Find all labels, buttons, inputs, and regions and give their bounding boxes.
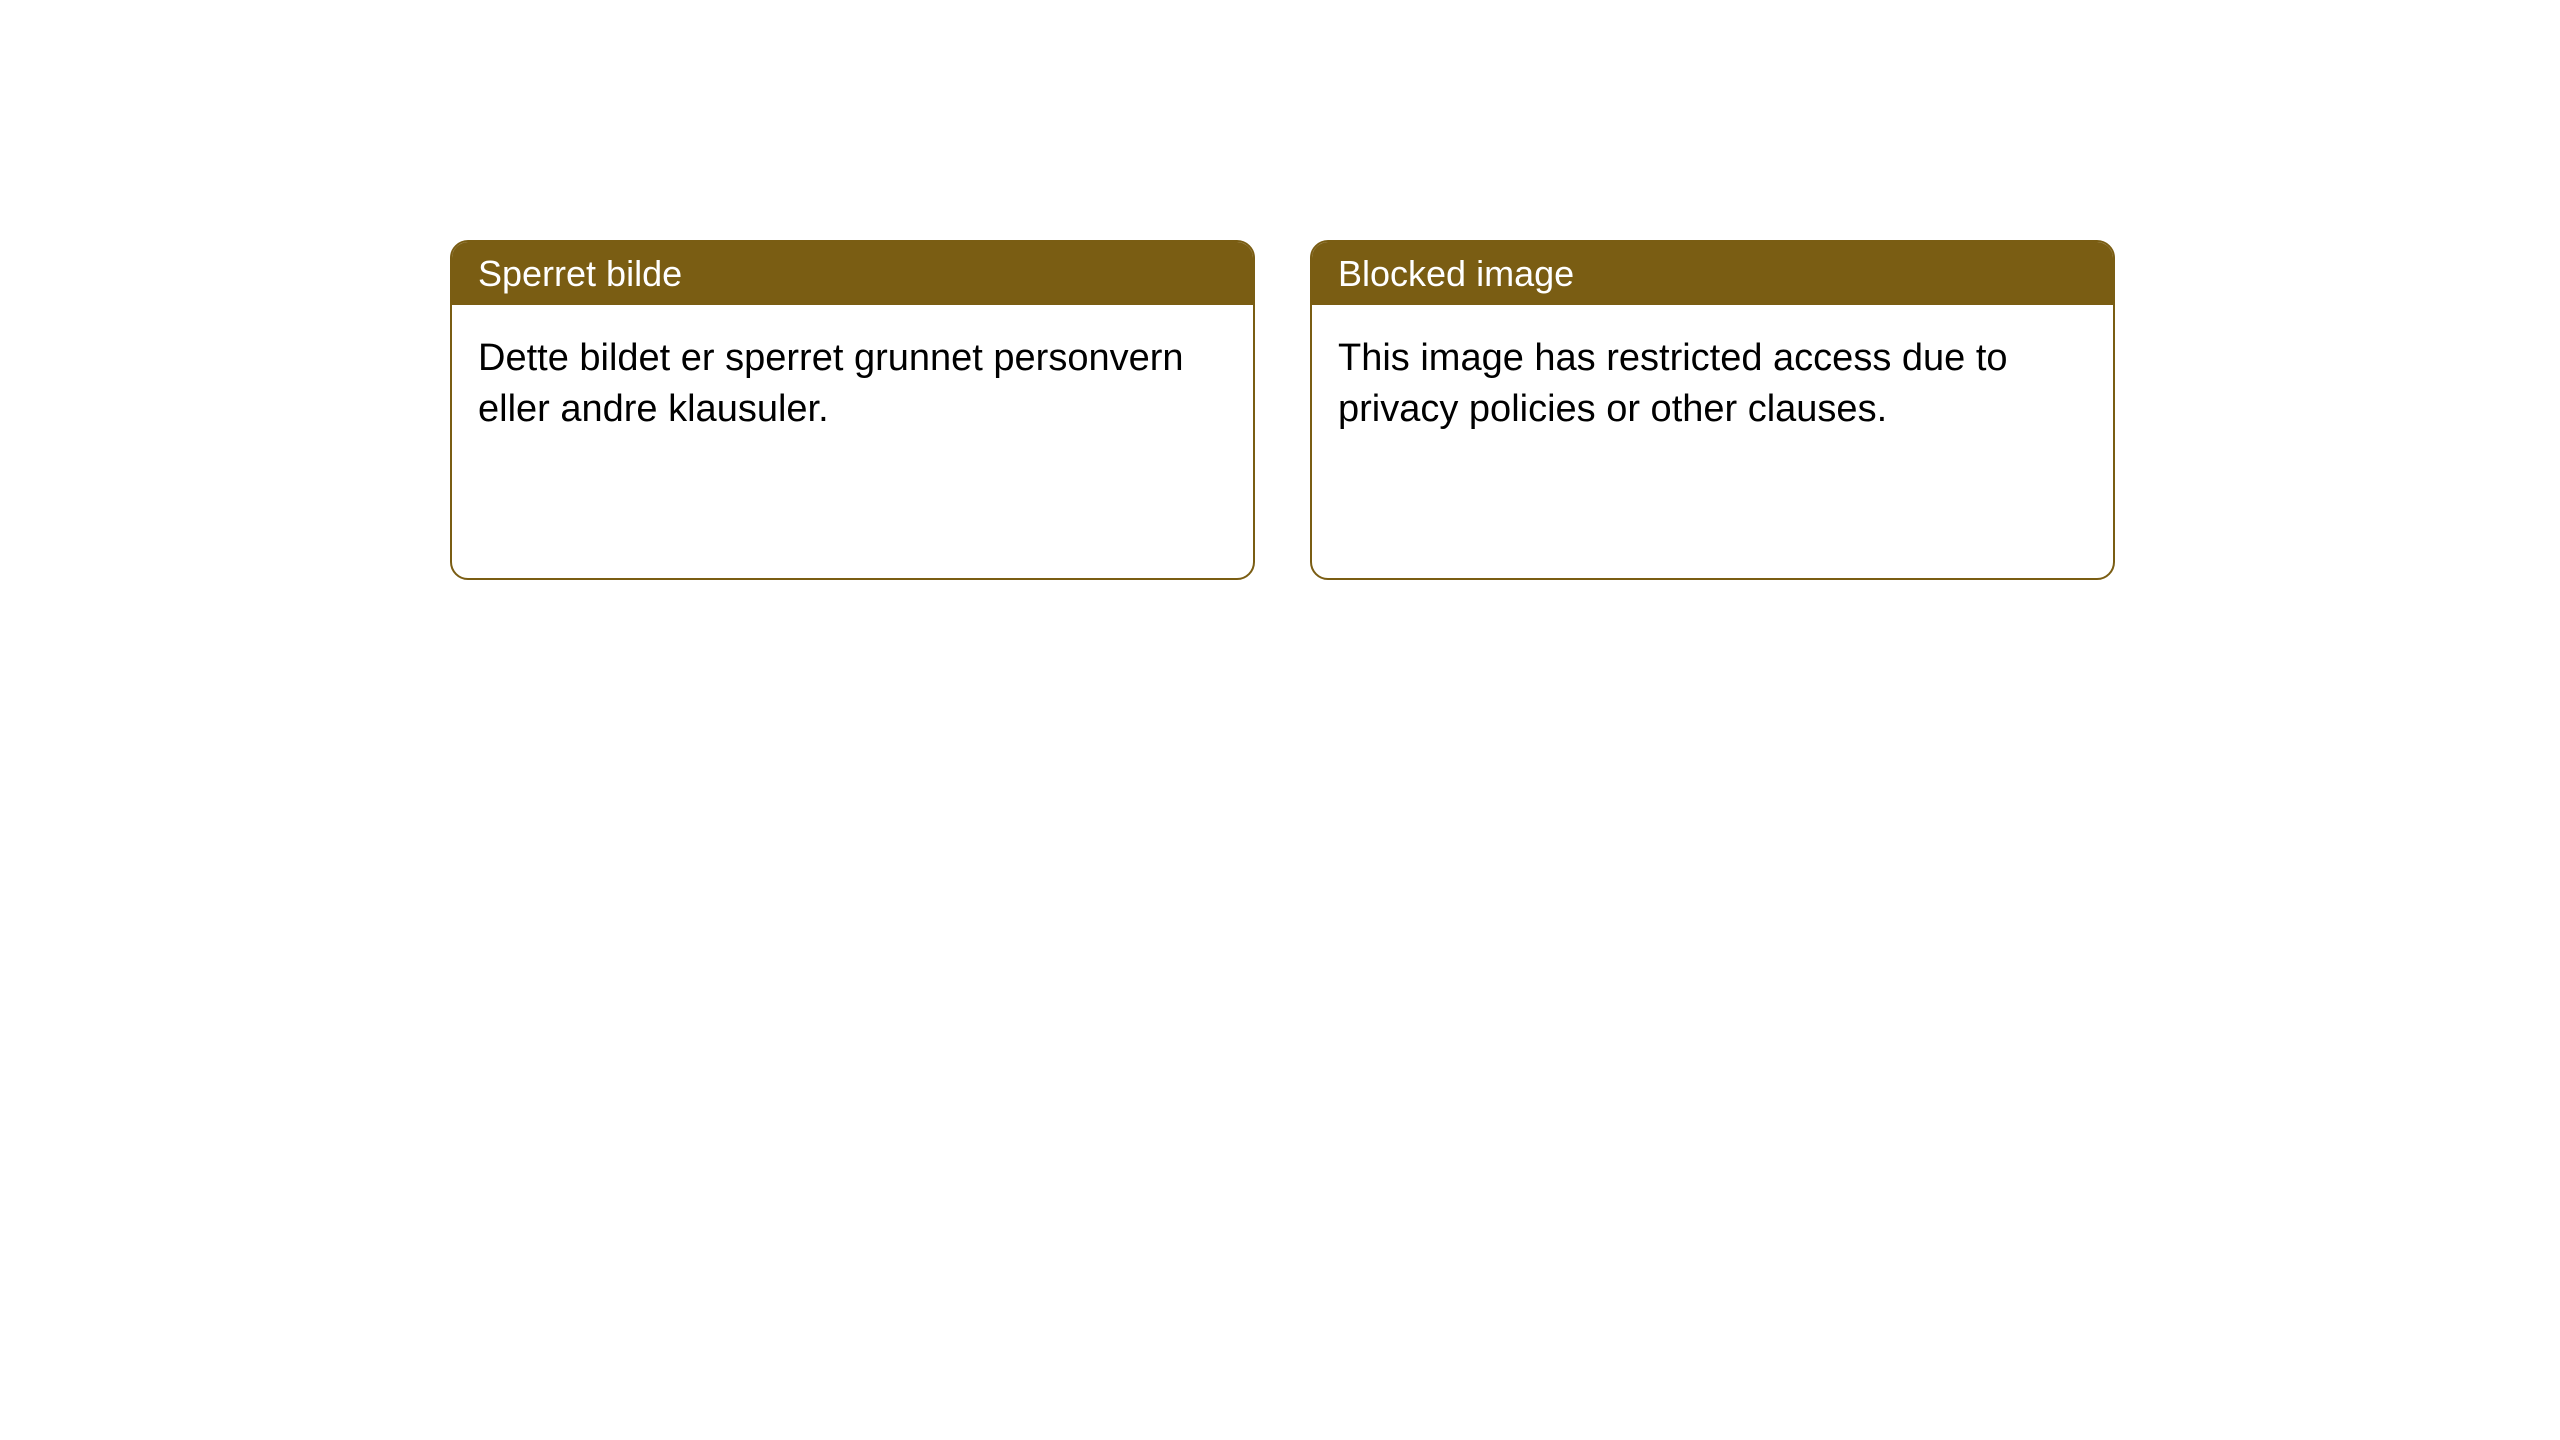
notice-card-no: Sperret bilde Dette bildet er sperret gr… (450, 240, 1255, 580)
notice-text-en: This image has restricted access due to … (1338, 337, 2008, 430)
notice-container: Sperret bilde Dette bildet er sperret gr… (450, 240, 2115, 580)
notice-title-en: Blocked image (1338, 253, 1574, 294)
notice-body-no: Dette bildet er sperret grunnet personve… (452, 305, 1253, 464)
notice-text-no: Dette bildet er sperret grunnet personve… (478, 337, 1184, 430)
notice-title-no: Sperret bilde (478, 253, 682, 294)
notice-card-en: Blocked image This image has restricted … (1310, 240, 2115, 580)
notice-header-en: Blocked image (1312, 242, 2113, 305)
notice-header-no: Sperret bilde (452, 242, 1253, 305)
notice-body-en: This image has restricted access due to … (1312, 305, 2113, 464)
